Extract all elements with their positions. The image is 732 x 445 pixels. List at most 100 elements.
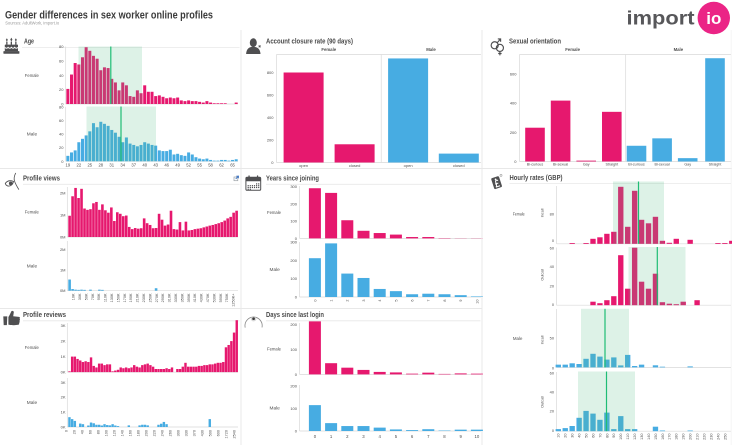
svg-text:Male: Male	[270, 406, 281, 411]
svg-text:Gay: Gay	[684, 163, 691, 167]
svg-text:Female: Female	[25, 345, 39, 350]
svg-text:230K: 230K	[142, 293, 146, 302]
svg-text:2540: 2540	[233, 430, 237, 438]
svg-text:180: 180	[137, 430, 141, 436]
svg-text:5: 5	[394, 300, 398, 302]
svg-text:Sources: AdultWork, import.io: Sources: AdultWork, import.io	[5, 21, 59, 26]
svg-text:430: 430	[201, 430, 205, 436]
svg-text:210K: 210K	[136, 293, 140, 302]
svg-text:Male: Male	[27, 263, 38, 268]
svg-text:20: 20	[550, 284, 555, 289]
svg-text:0: 0	[552, 302, 555, 307]
svg-text:Gender differences in sex work: Gender differences in sex worker online …	[5, 9, 213, 21]
svg-text:io: io	[706, 9, 721, 28]
svg-text:Female: Female	[25, 210, 39, 215]
svg-text:350K: 350K	[180, 293, 184, 302]
svg-text:Male: Male	[27, 132, 38, 137]
svg-text:600: 600	[510, 72, 517, 77]
svg-text:0M: 0M	[60, 288, 66, 293]
svg-text:110K: 110K	[104, 293, 108, 302]
svg-text:220: 220	[702, 434, 706, 440]
svg-text:20: 20	[59, 87, 64, 92]
svg-text:Sexual orientation: Sexual orientation	[509, 39, 561, 46]
svg-text:2M: 2M	[60, 247, 66, 252]
svg-text:3K: 3K	[61, 380, 66, 385]
svg-text:2K: 2K	[61, 339, 66, 344]
svg-text:470K: 470K	[206, 293, 210, 302]
svg-text:5: 5	[395, 434, 398, 439]
svg-text:310K: 310K	[168, 293, 172, 302]
svg-text:160: 160	[661, 434, 665, 440]
svg-text:43: 43	[153, 162, 158, 167]
svg-text:0: 0	[514, 159, 517, 164]
svg-text:20: 20	[550, 409, 555, 414]
svg-text:200: 200	[267, 138, 274, 143]
svg-text:import: import	[627, 8, 696, 30]
svg-text:80: 80	[97, 430, 101, 434]
svg-text:80: 80	[550, 211, 555, 216]
svg-text:Female: Female	[513, 211, 526, 216]
svg-text:190K: 190K	[129, 293, 133, 302]
svg-text:100: 100	[290, 219, 297, 224]
svg-text:49: 49	[175, 162, 180, 167]
svg-text:52: 52	[186, 162, 191, 167]
svg-text:60: 60	[550, 371, 555, 376]
svg-text:Profile reviews: Profile reviews	[23, 312, 66, 319]
svg-text:Male: Male	[513, 336, 523, 341]
svg-text:140: 140	[121, 430, 125, 436]
svg-text:300: 300	[290, 184, 297, 189]
svg-text:37: 37	[131, 162, 136, 167]
svg-text:40: 40	[578, 434, 582, 438]
svg-text:60: 60	[550, 245, 555, 250]
svg-text:500: 500	[209, 430, 213, 436]
svg-text:270K: 270K	[155, 293, 159, 302]
svg-text:80: 80	[59, 104, 64, 109]
svg-text:530K: 530K	[212, 293, 216, 302]
svg-text:1: 1	[330, 300, 334, 302]
svg-text:410K: 410K	[193, 293, 197, 302]
svg-text:0M: 0M	[60, 235, 66, 240]
svg-text:400: 400	[510, 101, 517, 106]
svg-text:closed: closed	[453, 163, 465, 168]
svg-text:40: 40	[142, 162, 147, 167]
svg-text:19: 19	[66, 162, 71, 167]
svg-text:55: 55	[197, 162, 202, 167]
svg-text:Female: Female	[267, 210, 281, 215]
svg-text:46: 46	[164, 162, 169, 167]
svg-text:10K: 10K	[72, 293, 76, 300]
svg-text:1K: 1K	[61, 354, 66, 359]
svg-text:60: 60	[89, 430, 93, 434]
svg-text:40: 40	[59, 132, 64, 137]
svg-text:100: 100	[619, 434, 623, 440]
svg-text:70: 70	[598, 434, 602, 438]
svg-text:1: 1	[330, 434, 333, 439]
svg-text:0: 0	[314, 434, 317, 439]
svg-text:0: 0	[552, 428, 555, 433]
svg-text:7: 7	[427, 434, 430, 439]
svg-text:170K: 170K	[123, 293, 127, 302]
svg-text:3: 3	[362, 434, 365, 439]
svg-text:28: 28	[98, 162, 103, 167]
svg-text:600: 600	[267, 93, 274, 98]
svg-text:200: 200	[290, 201, 297, 206]
svg-text:20: 20	[73, 430, 77, 434]
svg-text:4: 4	[378, 300, 382, 302]
svg-text:120: 120	[113, 430, 117, 436]
svg-text:Years since joining: Years since joining	[266, 176, 319, 183]
svg-text:closed: closed	[349, 163, 361, 168]
svg-text:50: 50	[550, 336, 555, 341]
svg-text:90: 90	[612, 434, 616, 438]
svg-text:Hourly rates (GBP): Hourly rates (GBP)	[510, 175, 563, 182]
svg-text:Bi-sexual: Bi-sexual	[553, 163, 568, 167]
svg-text:160: 160	[129, 430, 133, 436]
svg-text:90K: 90K	[97, 293, 101, 300]
svg-text:22: 22	[76, 162, 81, 167]
svg-text:Male: Male	[674, 47, 684, 52]
svg-text:10: 10	[475, 300, 479, 304]
svg-text:0: 0	[65, 430, 69, 432]
svg-text:100: 100	[290, 276, 297, 281]
svg-text:1250K+: 1250K+	[232, 293, 236, 307]
svg-text:290K: 290K	[161, 293, 165, 302]
svg-text:330K: 330K	[174, 293, 178, 302]
svg-text:2: 2	[346, 434, 349, 439]
